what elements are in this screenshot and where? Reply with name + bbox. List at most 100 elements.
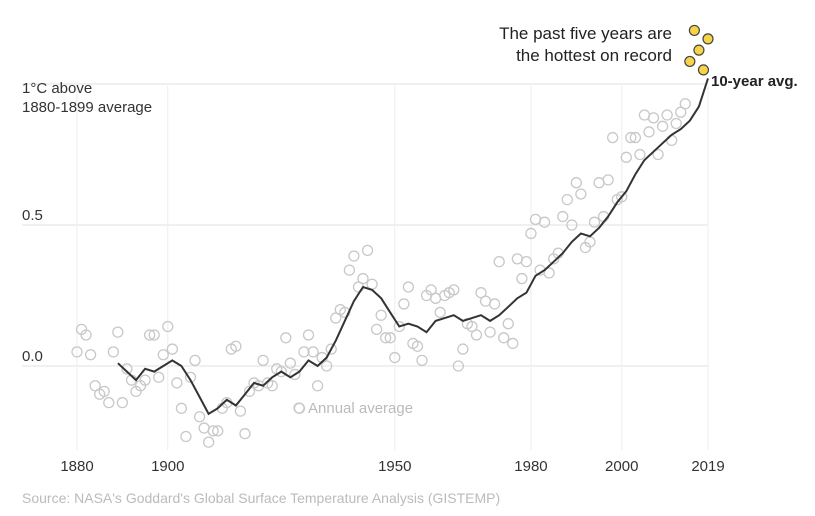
annual-point bbox=[575, 188, 587, 200]
annual-point bbox=[234, 405, 247, 417]
annual-point bbox=[343, 264, 356, 276]
annual-point bbox=[661, 109, 673, 121]
annual-point bbox=[157, 349, 169, 361]
annual-point bbox=[89, 380, 101, 392]
annual-point bbox=[620, 151, 632, 163]
annual-point bbox=[470, 329, 483, 341]
annual-point bbox=[357, 272, 369, 285]
annual-point bbox=[321, 360, 333, 372]
annual-point bbox=[425, 284, 437, 296]
annual-point bbox=[239, 428, 251, 440]
annual-point bbox=[393, 320, 405, 333]
annual-point bbox=[230, 340, 242, 352]
highlight-point bbox=[697, 64, 710, 76]
annual-average-legend: Annual average bbox=[293, 400, 413, 417]
annual-point bbox=[184, 371, 197, 383]
annual-point bbox=[656, 120, 669, 132]
annual-point bbox=[84, 349, 97, 361]
annual-point bbox=[121, 363, 133, 375]
callout-line: The past five years are bbox=[499, 24, 672, 43]
source-note: Source: NASA's Goddard's Global Surface … bbox=[22, 490, 501, 506]
annual-point bbox=[475, 287, 487, 299]
ten-year-average-line bbox=[117, 78, 709, 416]
annual-point bbox=[607, 131, 619, 144]
highlight-point bbox=[702, 33, 714, 45]
y-axis: 0.0 0.5 bbox=[22, 207, 43, 365]
annual-average-legend-marker bbox=[293, 402, 305, 414]
annual-point bbox=[162, 320, 174, 333]
x-tick-label: 1900 bbox=[151, 458, 184, 475]
annual-average-label: Annual average bbox=[308, 400, 413, 417]
annual-point bbox=[302, 329, 315, 341]
annual-point bbox=[434, 306, 446, 319]
annual-point bbox=[457, 343, 469, 355]
annual-point bbox=[175, 402, 188, 414]
highlight-point bbox=[684, 55, 696, 68]
annual-point bbox=[189, 354, 201, 367]
annual-point bbox=[643, 126, 655, 138]
annual-point bbox=[193, 411, 206, 423]
y-axis-title-line: 1°C above bbox=[22, 80, 92, 97]
annual-point bbox=[452, 360, 464, 372]
x-tick-label: 1950 bbox=[378, 458, 411, 475]
annual-point bbox=[629, 131, 642, 144]
annual-point bbox=[398, 298, 410, 310]
annual-point bbox=[80, 329, 92, 341]
y-tick-label: 0.0 bbox=[22, 348, 43, 365]
annual-point bbox=[143, 329, 156, 341]
annual-points bbox=[71, 98, 691, 448]
annual-point bbox=[202, 436, 215, 448]
annual-point bbox=[652, 148, 664, 161]
y-axis-title: 1°C above 1880-1899 average bbox=[22, 80, 152, 116]
annual-point bbox=[557, 210, 569, 223]
x-tick-label: 2000 bbox=[605, 458, 638, 475]
annual-point bbox=[148, 329, 160, 341]
annual-point bbox=[339, 306, 351, 319]
annual-point bbox=[370, 323, 383, 335]
annual-point bbox=[361, 244, 374, 257]
x-tick-label: 1880 bbox=[60, 458, 93, 475]
annual-point bbox=[243, 385, 256, 398]
annual-point bbox=[212, 425, 224, 437]
annual-point bbox=[525, 227, 537, 240]
annual-point bbox=[384, 332, 396, 344]
annual-point bbox=[566, 219, 578, 231]
annual-point bbox=[275, 365, 287, 378]
annual-point bbox=[153, 371, 165, 383]
highlight-point bbox=[688, 24, 700, 37]
annual-point bbox=[448, 284, 460, 296]
annual-point bbox=[257, 354, 269, 367]
annual-point bbox=[98, 385, 110, 398]
annual-point bbox=[493, 256, 505, 268]
annual-point bbox=[543, 267, 555, 279]
annual-point bbox=[675, 106, 687, 118]
annual-point bbox=[538, 216, 551, 228]
annual-point bbox=[207, 425, 219, 437]
annual-point bbox=[516, 272, 528, 285]
annual-point bbox=[380, 332, 392, 344]
annual-point bbox=[647, 112, 660, 124]
annual-point bbox=[180, 430, 192, 443]
x-tick-label: 1980 bbox=[514, 458, 547, 475]
x-axis: 1880 1900 1950 1980 2000 2019 bbox=[60, 458, 724, 475]
annual-point bbox=[466, 320, 478, 333]
annual-point bbox=[375, 309, 387, 321]
annual-point bbox=[416, 354, 428, 367]
annual-point bbox=[502, 318, 514, 330]
annual-point bbox=[71, 346, 83, 358]
annual-point bbox=[139, 374, 151, 386]
grid bbox=[22, 83, 709, 450]
annual-point bbox=[498, 332, 510, 344]
ten-year-average-label: 10-year avg. bbox=[711, 73, 798, 90]
annual-point bbox=[112, 326, 124, 338]
annual-point bbox=[588, 216, 601, 228]
annual-point bbox=[411, 340, 424, 352]
annual-point bbox=[402, 281, 415, 293]
x-tick-label: 2019 bbox=[691, 458, 724, 475]
annual-point bbox=[348, 250, 360, 262]
annual-point bbox=[298, 346, 310, 358]
annual-point bbox=[325, 343, 337, 355]
annual-point bbox=[670, 117, 682, 130]
y-tick-label: 0.5 bbox=[22, 207, 43, 224]
